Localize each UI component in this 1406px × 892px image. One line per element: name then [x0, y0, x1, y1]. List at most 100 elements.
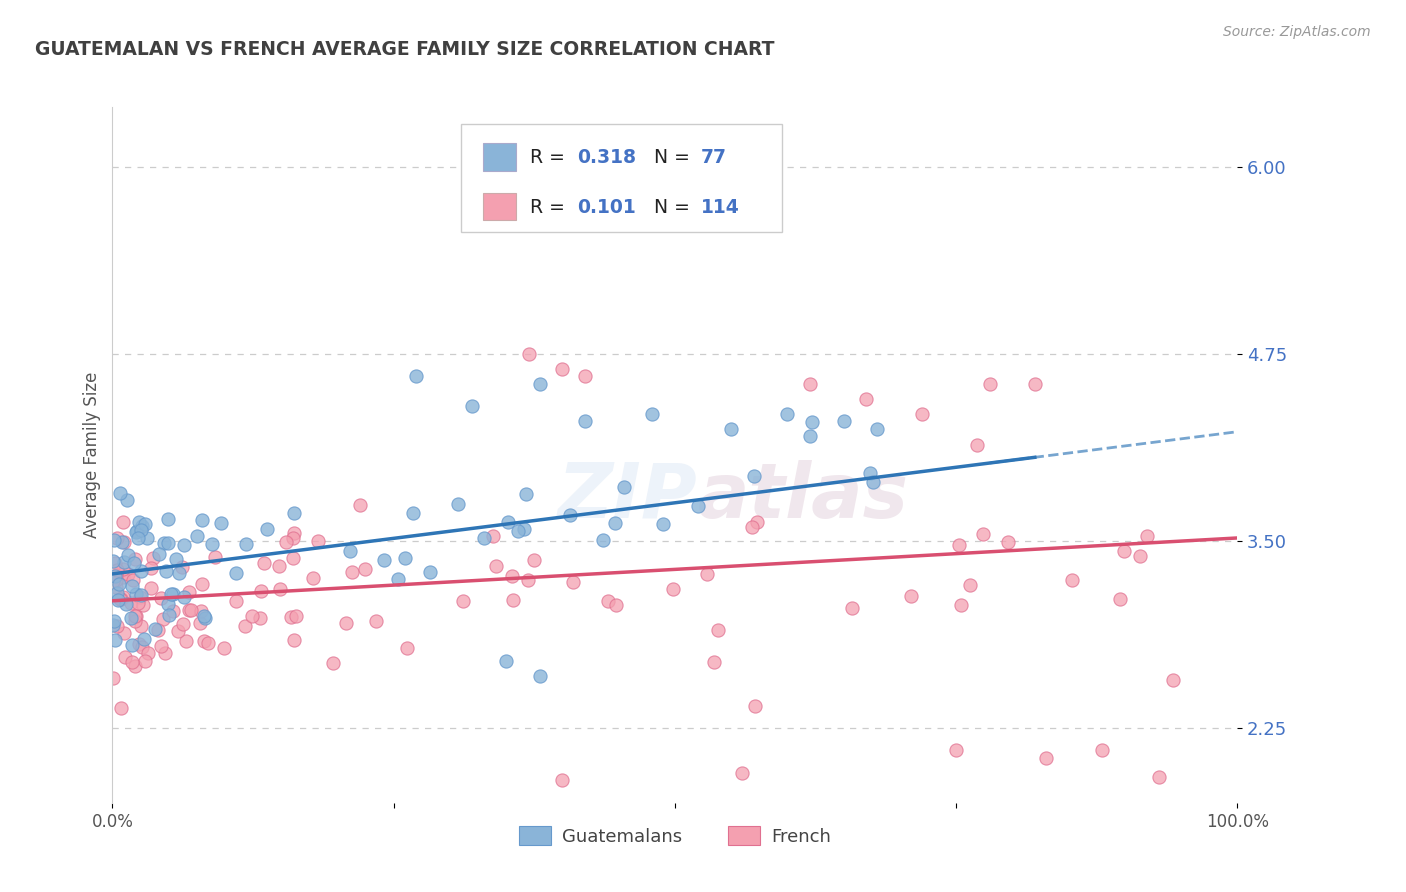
Point [560, 508, 582, 523]
Point [696, 567, 718, 582]
Point [136, 646, 159, 660]
Point [841, 601, 863, 615]
Point [950, 598, 973, 612]
Point [1136, 529, 1159, 543]
Point [605, 598, 627, 612]
Text: atlas: atlas [697, 459, 908, 533]
Point [707, 623, 730, 637]
Point [129, 619, 152, 633]
Point [240, 608, 263, 623]
Text: N =: N = [654, 198, 696, 217]
Point [117, 548, 139, 562]
Point [911, 407, 934, 421]
Point [201, 536, 224, 550]
Point [104, 556, 127, 570]
Point [517, 573, 540, 587]
Text: 114: 114 [700, 198, 740, 217]
Point [269, 582, 291, 596]
Point [283, 526, 305, 541]
Point [747, 515, 769, 529]
Point [474, 531, 496, 545]
Point [574, 414, 596, 428]
Point [104, 568, 127, 582]
Point [124, 614, 146, 628]
Point [339, 543, 361, 558]
Point [661, 582, 683, 596]
Point [139, 560, 162, 574]
Point [495, 654, 517, 668]
Point [165, 552, 187, 566]
Text: Source: ZipAtlas.com: Source: ZipAtlas.com [1223, 25, 1371, 39]
Point [900, 590, 922, 604]
Point [284, 609, 307, 624]
Point [256, 522, 278, 536]
Point [402, 506, 425, 520]
Point [125, 608, 148, 623]
Point [146, 623, 169, 637]
Point [523, 553, 546, 567]
Point [125, 524, 148, 539]
Point [157, 608, 180, 623]
Point [267, 559, 290, 574]
Point [149, 639, 172, 653]
Point [742, 469, 765, 483]
Point [128, 515, 150, 529]
Point [447, 497, 470, 511]
Point [103, 672, 125, 686]
Point [105, 531, 128, 545]
Point [112, 535, 135, 549]
Point [156, 536, 179, 550]
Point [731, 765, 754, 780]
Point [194, 611, 217, 625]
Point [131, 589, 153, 603]
Point [173, 591, 195, 605]
Point [249, 611, 271, 625]
Point [979, 376, 1001, 391]
Point [235, 536, 257, 550]
Point [124, 659, 146, 673]
Point [110, 485, 132, 500]
Point [366, 614, 388, 628]
Point [1161, 673, 1184, 687]
Text: ZIP: ZIP [558, 459, 697, 533]
Point [517, 347, 540, 361]
Point [131, 640, 153, 654]
Point [121, 579, 143, 593]
Point [105, 619, 128, 633]
Point [193, 634, 215, 648]
Text: 0.318: 0.318 [576, 148, 636, 167]
Point [132, 598, 155, 612]
Point [115, 597, 138, 611]
Point [1109, 592, 1132, 607]
Point [866, 422, 889, 436]
Point [353, 562, 375, 576]
Point [155, 564, 177, 578]
Point [112, 626, 135, 640]
Point [111, 535, 134, 549]
Point [686, 499, 709, 513]
Point [193, 608, 215, 623]
Point [122, 574, 145, 588]
Point [209, 516, 232, 530]
Point [799, 376, 821, 391]
Point [405, 369, 427, 384]
Point [190, 604, 212, 618]
Point [744, 699, 766, 714]
Point [419, 565, 441, 579]
Point [495, 182, 517, 196]
Point [101, 617, 124, 632]
Point [180, 602, 202, 616]
Point [104, 632, 127, 647]
Point [117, 566, 139, 581]
Point [162, 604, 184, 618]
Point [283, 506, 305, 520]
Point [250, 584, 273, 599]
Point [972, 526, 994, 541]
Point [152, 611, 174, 625]
Point [276, 534, 298, 549]
Point [186, 529, 208, 543]
Point [105, 586, 128, 600]
Point [720, 422, 742, 436]
Point [110, 700, 132, 714]
Point [103, 614, 125, 628]
